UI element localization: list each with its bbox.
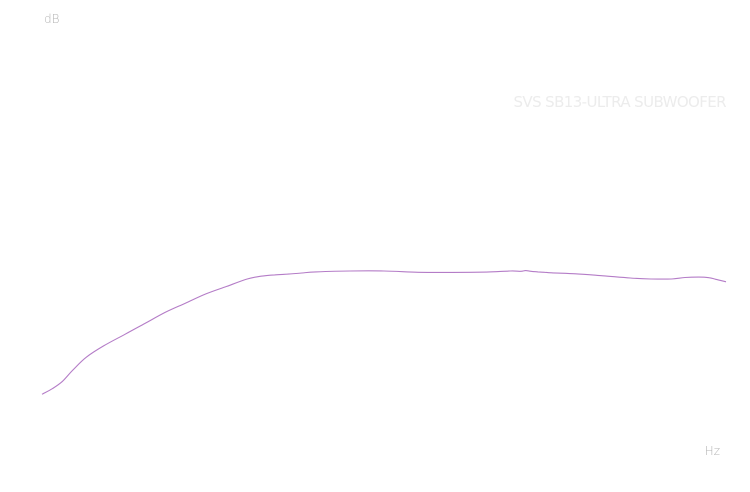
series-line-0 — [41, 270, 727, 395]
plot-area — [41, 270, 727, 395]
x-axis-label: Hz — [705, 444, 720, 458]
y-axis-label: dB — [44, 12, 60, 26]
chart-title: SVS SB13-ULTRA SUBWOOFER — [514, 93, 727, 111]
